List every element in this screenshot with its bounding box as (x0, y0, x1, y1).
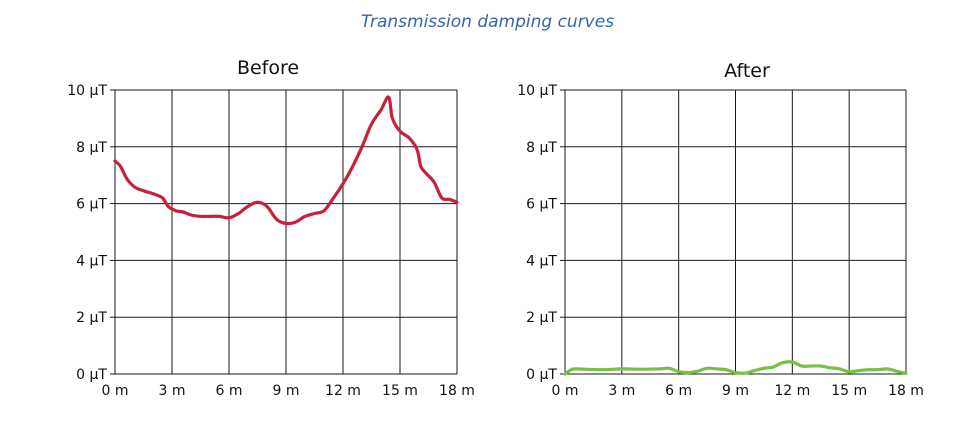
y-tick-label: 10 µT (517, 83, 557, 99)
series-line (563, 360, 908, 376)
x-tick-label: 0 m (102, 383, 129, 399)
chart-1: Before 0 µT 2 µT 4 µT 6 µT 8 µT 10 µT 0 m 3 m 6 m… (67, 57, 475, 399)
y-tick-label: 4 µT (526, 253, 557, 269)
series-line (113, 95, 459, 226)
y-tick-label: 6 µT (526, 197, 557, 213)
y-tick-label: 4 µT (76, 253, 107, 269)
y-tick-label: 2 µT (76, 310, 107, 326)
x-tick-label: 3 m (159, 383, 186, 399)
x-tick-label: 12 m (325, 383, 361, 399)
x-tick-label: 6 m (665, 383, 692, 399)
y-tick-label: 10 µT (67, 83, 107, 99)
x-tick-label: 12 m (774, 383, 810, 399)
x-tick-label: 6 m (216, 383, 243, 399)
y-tick-label: 8 µT (76, 140, 107, 156)
y-tick-label: 0 µT (526, 367, 557, 383)
chart-title: Before (237, 57, 299, 79)
x-tick-label: 15 m (382, 383, 418, 399)
x-tick-label: 18 m (439, 383, 475, 399)
x-tick-label: 9 m (722, 383, 749, 399)
x-tick-label: 3 m (608, 383, 635, 399)
y-tick-label: 0 µT (76, 367, 107, 383)
chart-2: After 0 µT 2 µT 4 µT 6 µT 8 µT 10 µT 0 m 3 m 6 m 9… (517, 60, 924, 399)
x-tick-label: 18 m (888, 383, 924, 399)
y-tick-label: 6 µT (76, 197, 107, 213)
y-tick-label: 8 µT (526, 140, 557, 156)
y-tick-label: 2 µT (526, 310, 557, 326)
chart-title: After (724, 60, 770, 82)
page-title: Transmission damping curves (360, 12, 615, 32)
x-tick-label: 15 m (831, 383, 867, 399)
x-tick-label: 0 m (552, 383, 579, 399)
x-tick-label: 9 m (273, 383, 300, 399)
